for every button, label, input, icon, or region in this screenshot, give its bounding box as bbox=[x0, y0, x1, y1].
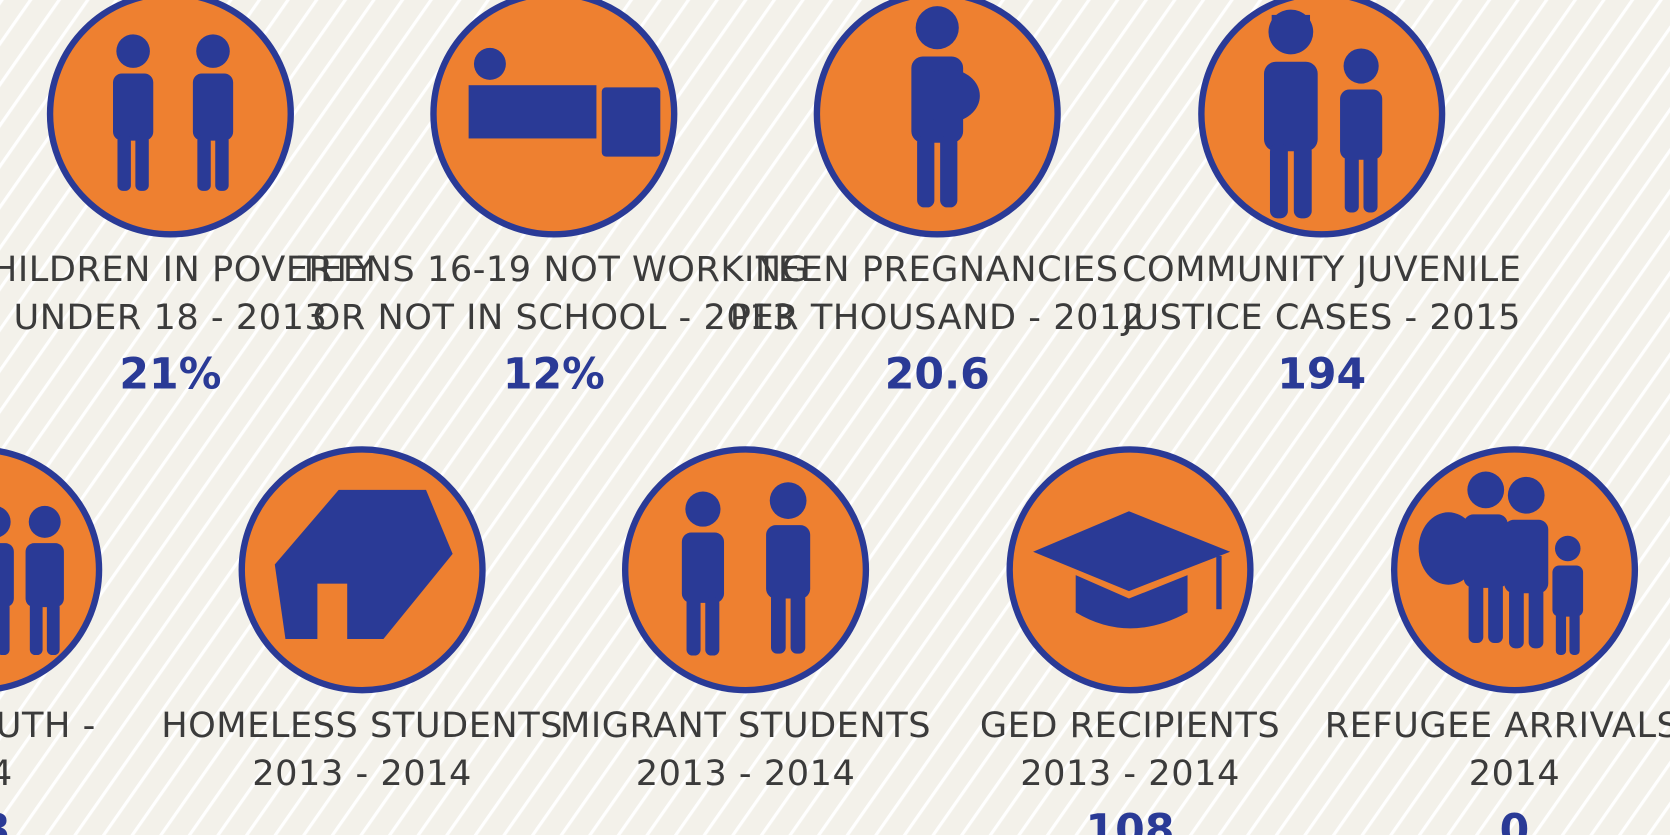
icon-part bbox=[1418, 512, 1479, 585]
item-label: 2014 bbox=[1469, 753, 1561, 794]
icon-part bbox=[28, 505, 61, 538]
icon-circle bbox=[46, 0, 294, 238]
item-label: OUTH - bbox=[0, 705, 96, 746]
icon bbox=[1006, 446, 1254, 694]
icon-part bbox=[135, 134, 149, 191]
item-label: REFUGEE ARRIVALS - bbox=[1325, 705, 1670, 746]
item-label: COMMUNITY JUVENILE bbox=[1122, 249, 1521, 290]
icon-part bbox=[1033, 511, 1231, 592]
icon-part bbox=[1555, 612, 1567, 656]
icon-part bbox=[0, 601, 10, 656]
item-label: 2013 - 2014 bbox=[1020, 753, 1240, 794]
item-label: PER THOUSAND - 2012 bbox=[730, 297, 1145, 338]
icon-part bbox=[705, 596, 720, 656]
item-label: TEEN PREGNANCIES bbox=[755, 249, 1119, 290]
item-label: 4 bbox=[0, 753, 13, 794]
item-value: 3 bbox=[0, 806, 11, 835]
icon-part bbox=[1271, 14, 1311, 28]
icon-part bbox=[1343, 48, 1379, 84]
icon-part bbox=[1509, 587, 1524, 649]
icon-part bbox=[1504, 519, 1549, 594]
icon bbox=[430, 0, 678, 238]
icon-part bbox=[113, 73, 154, 141]
icon-part bbox=[1528, 587, 1544, 649]
icon-part bbox=[1216, 555, 1222, 610]
icon-part bbox=[1507, 476, 1545, 514]
item-label: 2013 - 2014 bbox=[252, 753, 472, 794]
icon-part bbox=[197, 134, 211, 191]
item-label: GED RECIPIENTS bbox=[980, 705, 1280, 746]
icon-part bbox=[766, 525, 811, 599]
icon-part bbox=[686, 596, 701, 656]
icon bbox=[0, 448, 103, 692]
icon bbox=[46, 0, 294, 238]
icon-part bbox=[915, 69, 980, 123]
icon-part bbox=[116, 34, 150, 68]
icon-part bbox=[1569, 612, 1580, 656]
icon-part bbox=[1075, 575, 1188, 629]
icon-part bbox=[1269, 143, 1288, 219]
icon-part bbox=[473, 47, 506, 80]
icon-part bbox=[769, 482, 807, 519]
item-label: MIGRANT STUDENTS bbox=[560, 705, 931, 746]
item-value: 21% bbox=[119, 350, 221, 400]
item-value: 108 bbox=[1086, 806, 1175, 835]
icon-part bbox=[25, 543, 64, 608]
icon-part bbox=[1344, 153, 1359, 213]
icon-part bbox=[468, 85, 597, 139]
icon bbox=[813, 0, 1061, 238]
icon-part bbox=[1488, 581, 1503, 644]
icon-part bbox=[1552, 565, 1584, 617]
icon-part bbox=[192, 73, 234, 141]
icon-part bbox=[0, 543, 14, 608]
icon-part bbox=[681, 532, 725, 603]
icon-part bbox=[317, 583, 348, 640]
icon bbox=[621, 446, 870, 694]
icon-circle bbox=[1198, 0, 1446, 238]
icon-part bbox=[790, 592, 806, 654]
item-value: 0 bbox=[1500, 806, 1530, 835]
item-value: 12% bbox=[503, 350, 605, 400]
item-label: JUSTICE CASES - 2015 bbox=[1121, 297, 1521, 338]
icon-circle bbox=[621, 446, 870, 694]
icon-part bbox=[1468, 581, 1484, 644]
icon-part bbox=[770, 592, 786, 654]
item-label: HOMELESS STUDENTS bbox=[161, 705, 563, 746]
icon bbox=[238, 446, 486, 694]
item-label: OR NOT IN SCHOOL - 2013 bbox=[313, 297, 795, 338]
item-label: CHILDREN IN POVERTY bbox=[0, 249, 375, 290]
icon-part bbox=[117, 134, 131, 191]
icon bbox=[1198, 0, 1446, 238]
icon-part bbox=[1340, 89, 1383, 160]
item-label: UNDER 18 - 2013 bbox=[13, 297, 327, 338]
icon-part bbox=[1363, 153, 1378, 213]
icon-part bbox=[915, 6, 959, 50]
icon-part bbox=[601, 87, 661, 157]
icon-part bbox=[1554, 535, 1581, 562]
icon-part bbox=[685, 491, 721, 527]
icon-part bbox=[1264, 61, 1318, 152]
icon-part bbox=[0, 506, 11, 537]
item-label: 2013 - 2014 bbox=[636, 753, 856, 794]
icon-part bbox=[1467, 471, 1505, 509]
icon-part bbox=[940, 135, 958, 208]
icon-part bbox=[29, 601, 43, 656]
item-value: 20.6 bbox=[885, 350, 990, 400]
item-label: TEENS 16-19 NOT WORKING bbox=[297, 249, 809, 290]
icon-part bbox=[196, 34, 230, 68]
icon-part bbox=[1293, 143, 1312, 219]
item-value: 194 bbox=[1277, 350, 1366, 400]
icon-part bbox=[215, 134, 229, 191]
icon-part bbox=[46, 601, 60, 656]
icon-part bbox=[917, 135, 935, 208]
icon bbox=[1390, 446, 1639, 694]
